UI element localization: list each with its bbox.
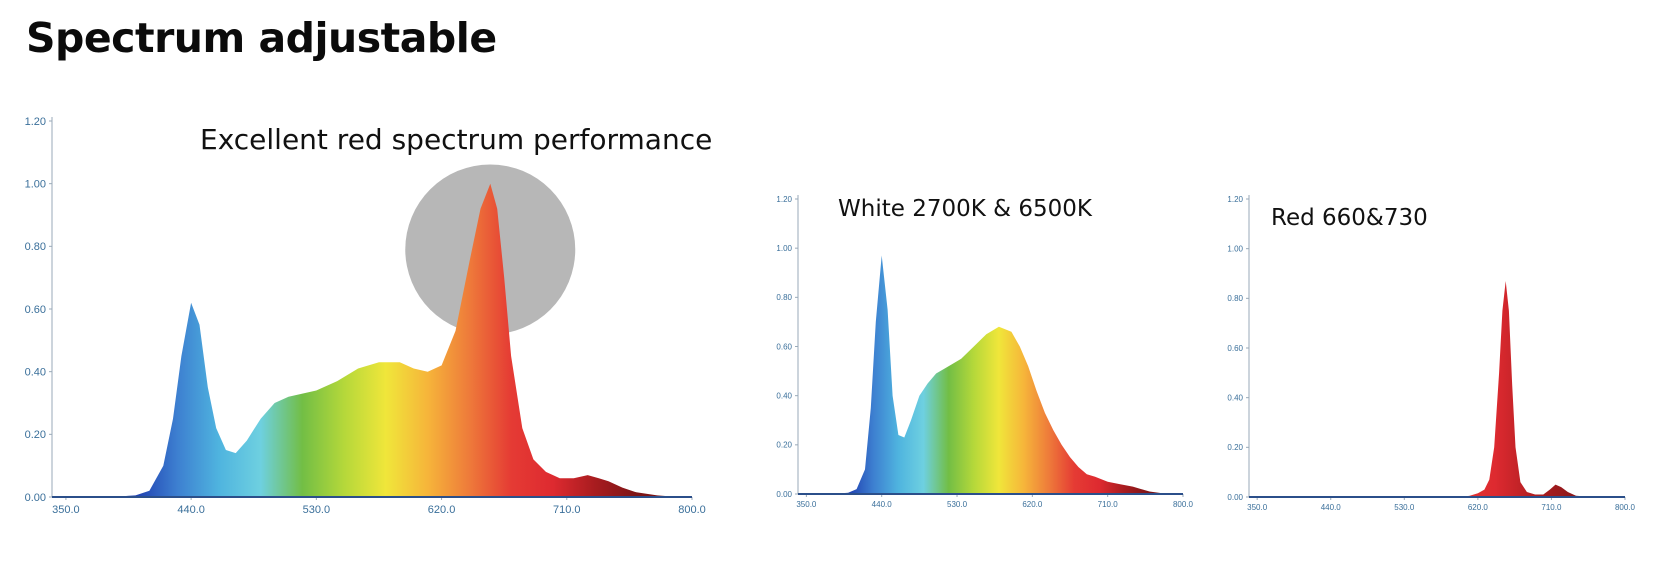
y-tick-label: 0.20: [1227, 443, 1243, 452]
x-tick-label: 710.0: [1541, 503, 1562, 512]
x-tick-label: 530.0: [947, 500, 968, 509]
y-tick-label: 0.20: [776, 441, 792, 450]
x-tick-label: 800.0: [1615, 503, 1636, 512]
y-tick-label: 0.00: [25, 492, 46, 504]
x-tick-label: 530.0: [1394, 503, 1415, 512]
x-tick-label: 800.0: [1173, 500, 1194, 509]
x-tick-label: 710.0: [553, 504, 581, 516]
y-tick-label: 0.40: [1227, 393, 1243, 402]
y-tick-label: 0.20: [25, 429, 46, 441]
x-tick-label: 350.0: [796, 500, 817, 509]
y-tick-label: 0.60: [25, 304, 46, 316]
page-title: Spectrum adjustable: [26, 14, 497, 62]
x-tick-label: 440.0: [872, 500, 893, 509]
y-tick-label: 1.20: [1227, 195, 1243, 204]
spectrum-area: [1249, 281, 1625, 497]
x-tick-label: 350.0: [52, 504, 80, 516]
y-tick-label: 0.80: [25, 241, 46, 253]
spectrum-area: [52, 183, 692, 497]
y-tick-label: 1.20: [776, 195, 792, 204]
spectrum-area: [798, 255, 1183, 494]
y-tick-label: 0.00: [776, 490, 792, 499]
y-tick-label: 0.60: [1227, 344, 1243, 353]
x-tick-label: 620.0: [428, 504, 456, 516]
y-tick-label: 1.00: [776, 244, 792, 253]
x-tick-label: 800.0: [678, 504, 706, 516]
x-tick-label: 440.0: [177, 504, 205, 516]
y-tick-label: 1.20: [25, 116, 46, 128]
y-tick-label: 0.80: [1227, 294, 1243, 303]
chart-title: Red 660&730: [1271, 205, 1428, 231]
chart-title: Excellent red spectrum performance: [200, 123, 712, 156]
y-tick-label: 0.80: [776, 293, 792, 302]
y-tick-label: 1.00: [1227, 244, 1243, 253]
chart-title: White 2700K & 6500K: [838, 196, 1093, 222]
x-tick-label: 620.0: [1468, 503, 1489, 512]
y-tick-label: 0.40: [25, 367, 46, 379]
x-tick-label: 620.0: [1022, 500, 1043, 509]
x-tick-label: 350.0: [1247, 503, 1268, 512]
y-tick-label: 0.40: [776, 391, 792, 400]
x-tick-label: 530.0: [303, 504, 331, 516]
y-tick-label: 0.00: [1227, 493, 1243, 502]
y-tick-label: 1.00: [25, 179, 46, 191]
x-tick-label: 710.0: [1098, 500, 1119, 509]
y-tick-label: 0.60: [776, 342, 792, 351]
x-tick-label: 440.0: [1321, 503, 1342, 512]
